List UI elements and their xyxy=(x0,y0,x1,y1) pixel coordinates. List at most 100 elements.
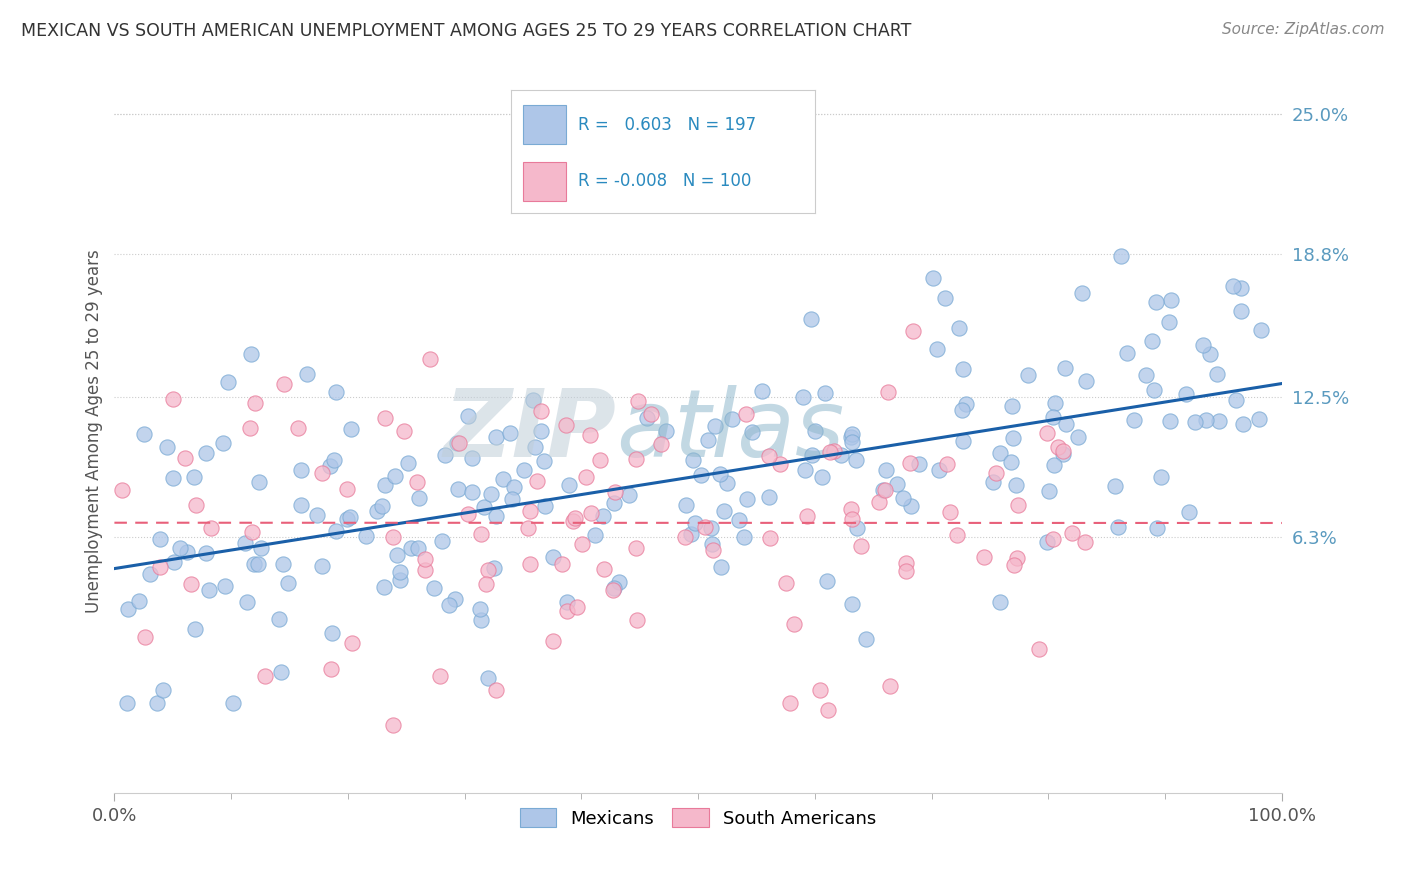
Point xyxy=(374,478,396,492)
Point xyxy=(593,562,616,576)
Point xyxy=(603,581,626,595)
Point xyxy=(240,524,263,539)
Point xyxy=(804,424,827,438)
Point xyxy=(336,512,359,526)
Point xyxy=(485,430,508,444)
Point xyxy=(439,598,461,612)
Point xyxy=(894,557,917,571)
Point xyxy=(339,509,361,524)
Point xyxy=(477,671,499,685)
Point xyxy=(1144,295,1167,310)
Point xyxy=(1052,444,1074,458)
Point xyxy=(470,527,492,541)
Point xyxy=(381,530,404,544)
Point xyxy=(699,521,721,535)
Point xyxy=(737,492,759,507)
Point xyxy=(385,548,408,562)
Point xyxy=(1046,440,1069,454)
Point xyxy=(1036,535,1059,549)
Point xyxy=(984,466,1007,480)
Point xyxy=(817,703,839,717)
Point xyxy=(307,508,329,522)
Point xyxy=(814,385,837,400)
Point xyxy=(222,696,245,710)
Point xyxy=(446,436,468,450)
Text: atlas: atlas xyxy=(616,385,845,476)
Point xyxy=(295,367,318,381)
Point xyxy=(973,549,995,564)
Point xyxy=(117,602,139,616)
Point xyxy=(408,541,430,555)
Text: MEXICAN VS SOUTH AMERICAN UNEMPLOYMENT AMONG AGES 25 TO 29 YEARS CORRELATION CHA: MEXICAN VS SOUTH AMERICAN UNEMPLOYMENT A… xyxy=(21,22,911,40)
Point xyxy=(433,449,456,463)
Point xyxy=(609,575,631,590)
Point xyxy=(624,541,647,556)
Point xyxy=(1042,409,1064,424)
Point xyxy=(396,456,419,470)
Point xyxy=(1140,334,1163,348)
Point xyxy=(779,697,801,711)
Point xyxy=(477,563,499,577)
Point xyxy=(1123,413,1146,427)
Point xyxy=(240,347,263,361)
Point xyxy=(1249,412,1271,426)
Point xyxy=(575,470,598,484)
Point xyxy=(169,541,191,555)
Point xyxy=(485,682,508,697)
Point xyxy=(683,516,706,531)
Point xyxy=(1116,345,1139,359)
Point xyxy=(526,474,548,488)
Point xyxy=(394,425,416,439)
Point xyxy=(710,560,733,574)
Point xyxy=(541,634,564,648)
Point xyxy=(716,476,738,491)
Point xyxy=(1225,393,1247,408)
Point xyxy=(1043,396,1066,410)
Point xyxy=(534,499,557,513)
Point xyxy=(1195,413,1218,427)
Point xyxy=(801,448,824,462)
Point xyxy=(388,566,411,580)
Point xyxy=(849,540,872,554)
Point xyxy=(886,476,908,491)
Point xyxy=(1111,249,1133,263)
Point xyxy=(948,321,970,335)
Point xyxy=(873,483,896,497)
Point xyxy=(841,434,863,449)
Point xyxy=(325,524,347,538)
Point xyxy=(174,451,197,466)
Point xyxy=(325,385,347,400)
Point xyxy=(555,417,578,432)
Y-axis label: Unemployment Among Ages 25 to 29 years: Unemployment Among Ages 25 to 29 years xyxy=(86,249,103,613)
Point xyxy=(1160,293,1182,308)
Point xyxy=(461,485,484,500)
Point xyxy=(1007,498,1029,512)
Text: ZIP: ZIP xyxy=(443,385,616,477)
Point xyxy=(180,576,202,591)
Point xyxy=(841,597,863,611)
Point xyxy=(1042,532,1064,546)
Point xyxy=(1174,387,1197,401)
Point xyxy=(1230,304,1253,318)
Point xyxy=(336,482,359,496)
Point xyxy=(388,573,411,587)
Point xyxy=(530,403,553,417)
Point xyxy=(1159,414,1181,428)
Point xyxy=(429,669,451,683)
Point xyxy=(946,527,969,541)
Point xyxy=(194,546,217,560)
Point xyxy=(592,508,614,523)
Point xyxy=(841,427,863,442)
Point xyxy=(872,483,894,497)
Point xyxy=(1043,458,1066,473)
Point xyxy=(145,696,167,710)
Point xyxy=(1074,374,1097,388)
Point xyxy=(461,450,484,465)
Point xyxy=(1104,479,1126,493)
Point xyxy=(1002,558,1025,573)
Point xyxy=(321,625,343,640)
Point xyxy=(270,665,292,680)
Point xyxy=(841,512,863,526)
Point xyxy=(149,560,172,574)
Point xyxy=(702,543,724,558)
